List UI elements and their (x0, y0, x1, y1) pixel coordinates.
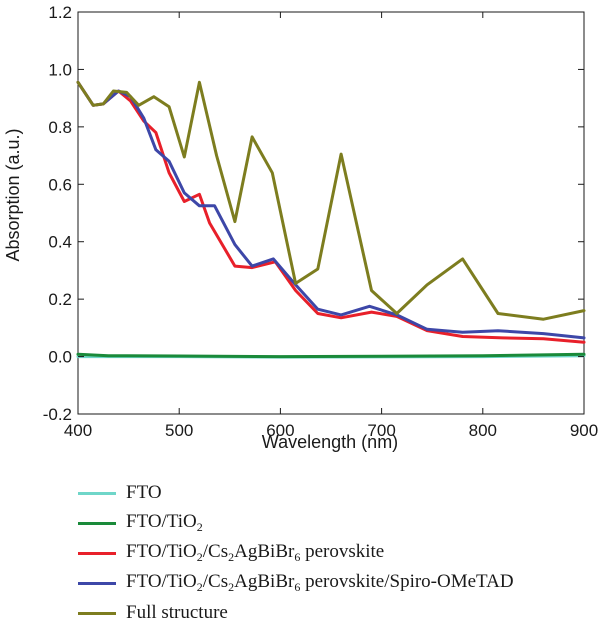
legend-text-part: FTO/TiO (126, 511, 197, 532)
legend-text-part: perovskite/Spiro-OMeTAD (300, 571, 514, 592)
legend-text-part: FTO/TiO (126, 541, 197, 562)
plot-border (77, 11, 585, 415)
legend-swatch (78, 551, 116, 555)
y-tick-label: 0.8 (48, 118, 72, 137)
legend-label: Full structure (126, 602, 228, 624)
legend-text-part: perovskite (300, 541, 385, 562)
x-tick-label: 900 (570, 421, 598, 440)
y-tick-label: 0.0 (48, 348, 72, 367)
axis-ticks: 400 500 600 700 800 900 1.2 1.0 0.8 0.6 0.4 0.2 0.0 -… (43, 3, 598, 440)
series-line-5 (76, 80, 586, 321)
legend-swatch (78, 491, 116, 495)
series-layer (76, 80, 586, 359)
y-tick-label: 0.2 (48, 290, 72, 309)
x-axis-title: Wavelength (nm) (262, 432, 398, 452)
plot-frame (77, 11, 585, 415)
y-tick-label: 0.4 (48, 233, 72, 252)
x-tick-label: 600 (266, 421, 294, 440)
y-tick-label: 1.0 (48, 60, 72, 79)
series-line-3 (76, 80, 586, 344)
legend-subscript: 2 (228, 580, 235, 594)
legend-text-part: /Cs (202, 541, 229, 562)
chart-legend: FTO FTO/TiO2 FTO/TiO2/Cs2AgBiBr6 perovskit… (70, 478, 595, 628)
legend-text-part: Full structure (126, 602, 228, 623)
legend-item: FTO/TiO2 (70, 508, 595, 538)
legend-text-part: AgBiBr (234, 541, 295, 562)
legend-subscript: 6 (294, 550, 301, 564)
legend-item: Full structure (70, 598, 595, 628)
legend-subscript: 6 (294, 580, 301, 594)
legend-swatch (78, 611, 116, 615)
legend-text-part: FTO/TiO (126, 571, 197, 592)
legend-swatch (78, 581, 116, 585)
x-tick-label: 500 (165, 421, 193, 440)
legend-swatch (78, 521, 116, 525)
legend-text-part: AgBiBr (234, 571, 295, 592)
legend-item: FTO (70, 478, 595, 508)
y-tick-label: 1.2 (48, 3, 72, 22)
legend-subscript: 2 (228, 550, 235, 564)
x-tick-label: 800 (469, 421, 497, 440)
legend-item: FTO/TiO2/Cs2AgBiBr6 perovskite/Spiro-OMe… (70, 568, 595, 598)
legend-text-part: FTO (126, 482, 162, 503)
legend-label: FTO/TiO2/Cs2AgBiBr6 perovskite (126, 541, 384, 565)
series-line-2 (76, 352, 586, 359)
legend-subscript: 2 (196, 520, 203, 534)
legend-text-part: /Cs (202, 571, 229, 592)
legend-subscript: 2 (196, 550, 203, 564)
legend-subscript: 2 (196, 580, 203, 594)
y-tick-label: -0.2 (43, 405, 72, 424)
legend-label: FTO (126, 482, 162, 504)
legend-item: FTO/TiO2/Cs2AgBiBr6 perovskite (70, 538, 595, 568)
legend-label: FTO/TiO2/Cs2AgBiBr6 perovskite/Spiro-OMe… (126, 571, 514, 595)
absorption-chart: 400 500 600 700 800 900 1.2 1.0 0.8 0.6 0.4 0.2 0.0 -… (3, 3, 598, 452)
y-tick-label: 0.6 (48, 175, 72, 194)
x-tick-label: 400 (64, 421, 92, 440)
y-axis-title: Absorption (a.u.) (3, 128, 23, 261)
x-tick-label: 700 (367, 421, 395, 440)
legend-label: FTO/TiO2 (126, 511, 203, 535)
